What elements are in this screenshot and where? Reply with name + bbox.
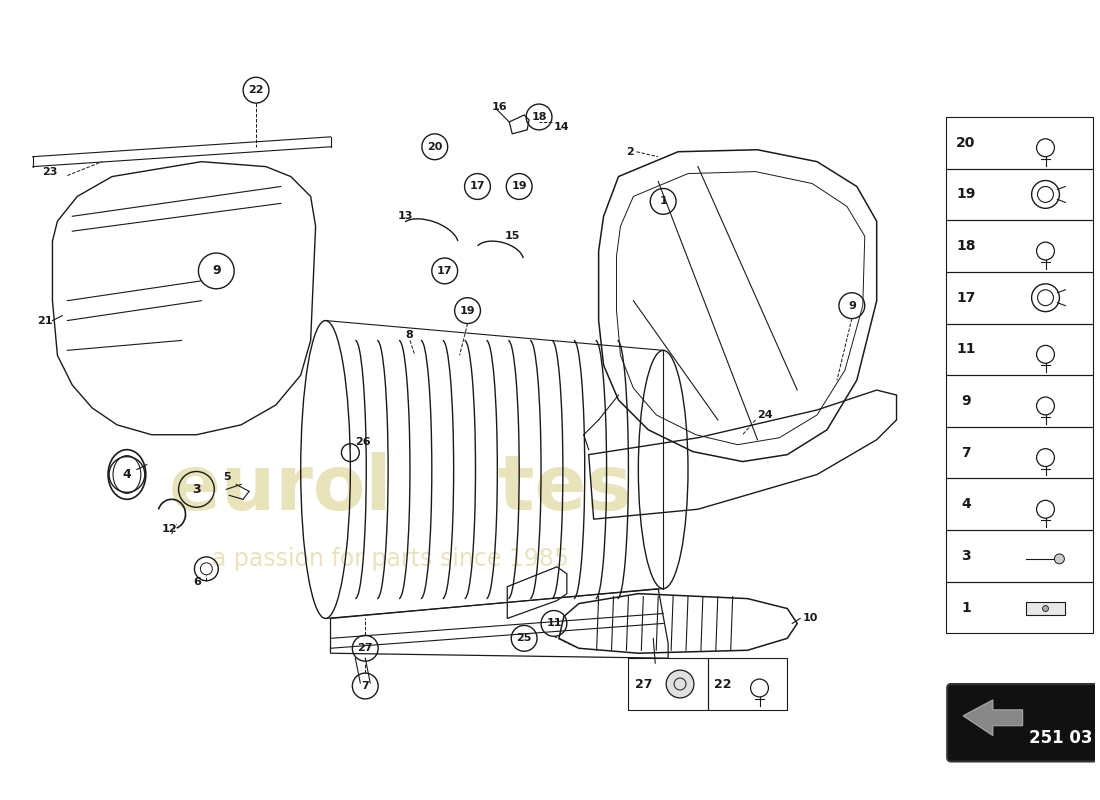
- Text: 3: 3: [192, 483, 201, 496]
- Text: 12: 12: [162, 524, 177, 534]
- Text: 25: 25: [517, 634, 531, 643]
- Text: 18: 18: [956, 239, 976, 253]
- Text: 5: 5: [223, 473, 231, 482]
- Text: 27: 27: [358, 643, 373, 654]
- Text: 9: 9: [961, 394, 971, 408]
- Circle shape: [1043, 606, 1048, 611]
- Text: 22: 22: [714, 678, 732, 690]
- Text: 13: 13: [398, 211, 414, 222]
- Text: 19: 19: [460, 306, 475, 316]
- Bar: [946, 582, 1093, 634]
- Text: 19: 19: [956, 187, 976, 202]
- Text: 8: 8: [405, 330, 412, 341]
- Bar: [628, 658, 708, 710]
- Text: 9: 9: [848, 301, 856, 310]
- Text: 251 03: 251 03: [1028, 729, 1092, 746]
- Text: 17: 17: [956, 290, 976, 305]
- Text: 17: 17: [437, 266, 452, 276]
- Text: 6: 6: [194, 577, 201, 586]
- FancyBboxPatch shape: [947, 684, 1097, 762]
- Circle shape: [1055, 554, 1065, 564]
- Bar: [946, 169, 1093, 220]
- Text: 7: 7: [362, 681, 370, 691]
- Bar: [946, 478, 1093, 530]
- Text: a passion for parts since 1985: a passion for parts since 1985: [211, 547, 569, 571]
- Text: 11: 11: [956, 342, 976, 356]
- Bar: [946, 530, 1093, 582]
- Text: 2: 2: [626, 146, 635, 157]
- Text: 4: 4: [122, 468, 131, 481]
- Text: 27: 27: [635, 678, 652, 690]
- Text: 1: 1: [961, 601, 971, 614]
- Bar: [946, 220, 1093, 272]
- Text: 18: 18: [531, 112, 547, 122]
- Bar: [946, 323, 1093, 375]
- Bar: [1025, 602, 1066, 615]
- Polygon shape: [964, 700, 1023, 736]
- Text: eurol    tes: eurol tes: [168, 452, 631, 526]
- Bar: [708, 658, 788, 710]
- Text: 16: 16: [492, 102, 507, 112]
- Bar: [946, 427, 1093, 478]
- Circle shape: [667, 670, 694, 698]
- Text: 22: 22: [249, 85, 264, 95]
- Text: 7: 7: [961, 446, 971, 460]
- Bar: [946, 272, 1093, 323]
- Text: 19: 19: [512, 182, 527, 191]
- Text: 17: 17: [470, 182, 485, 191]
- Text: 21: 21: [37, 315, 53, 326]
- Text: 20: 20: [427, 142, 442, 152]
- Bar: [946, 375, 1093, 427]
- Text: 1: 1: [659, 196, 667, 206]
- Text: 14: 14: [554, 122, 570, 132]
- Text: 11: 11: [547, 618, 562, 629]
- Text: 4: 4: [961, 498, 971, 511]
- Text: 26: 26: [355, 437, 371, 446]
- Text: 24: 24: [758, 410, 773, 420]
- Text: 9: 9: [212, 265, 221, 278]
- Text: 20: 20: [956, 136, 976, 150]
- Text: 3: 3: [961, 549, 971, 563]
- Bar: [946, 117, 1093, 169]
- Text: 23: 23: [43, 166, 58, 177]
- Text: 10: 10: [802, 614, 817, 623]
- Text: 15: 15: [504, 231, 519, 241]
